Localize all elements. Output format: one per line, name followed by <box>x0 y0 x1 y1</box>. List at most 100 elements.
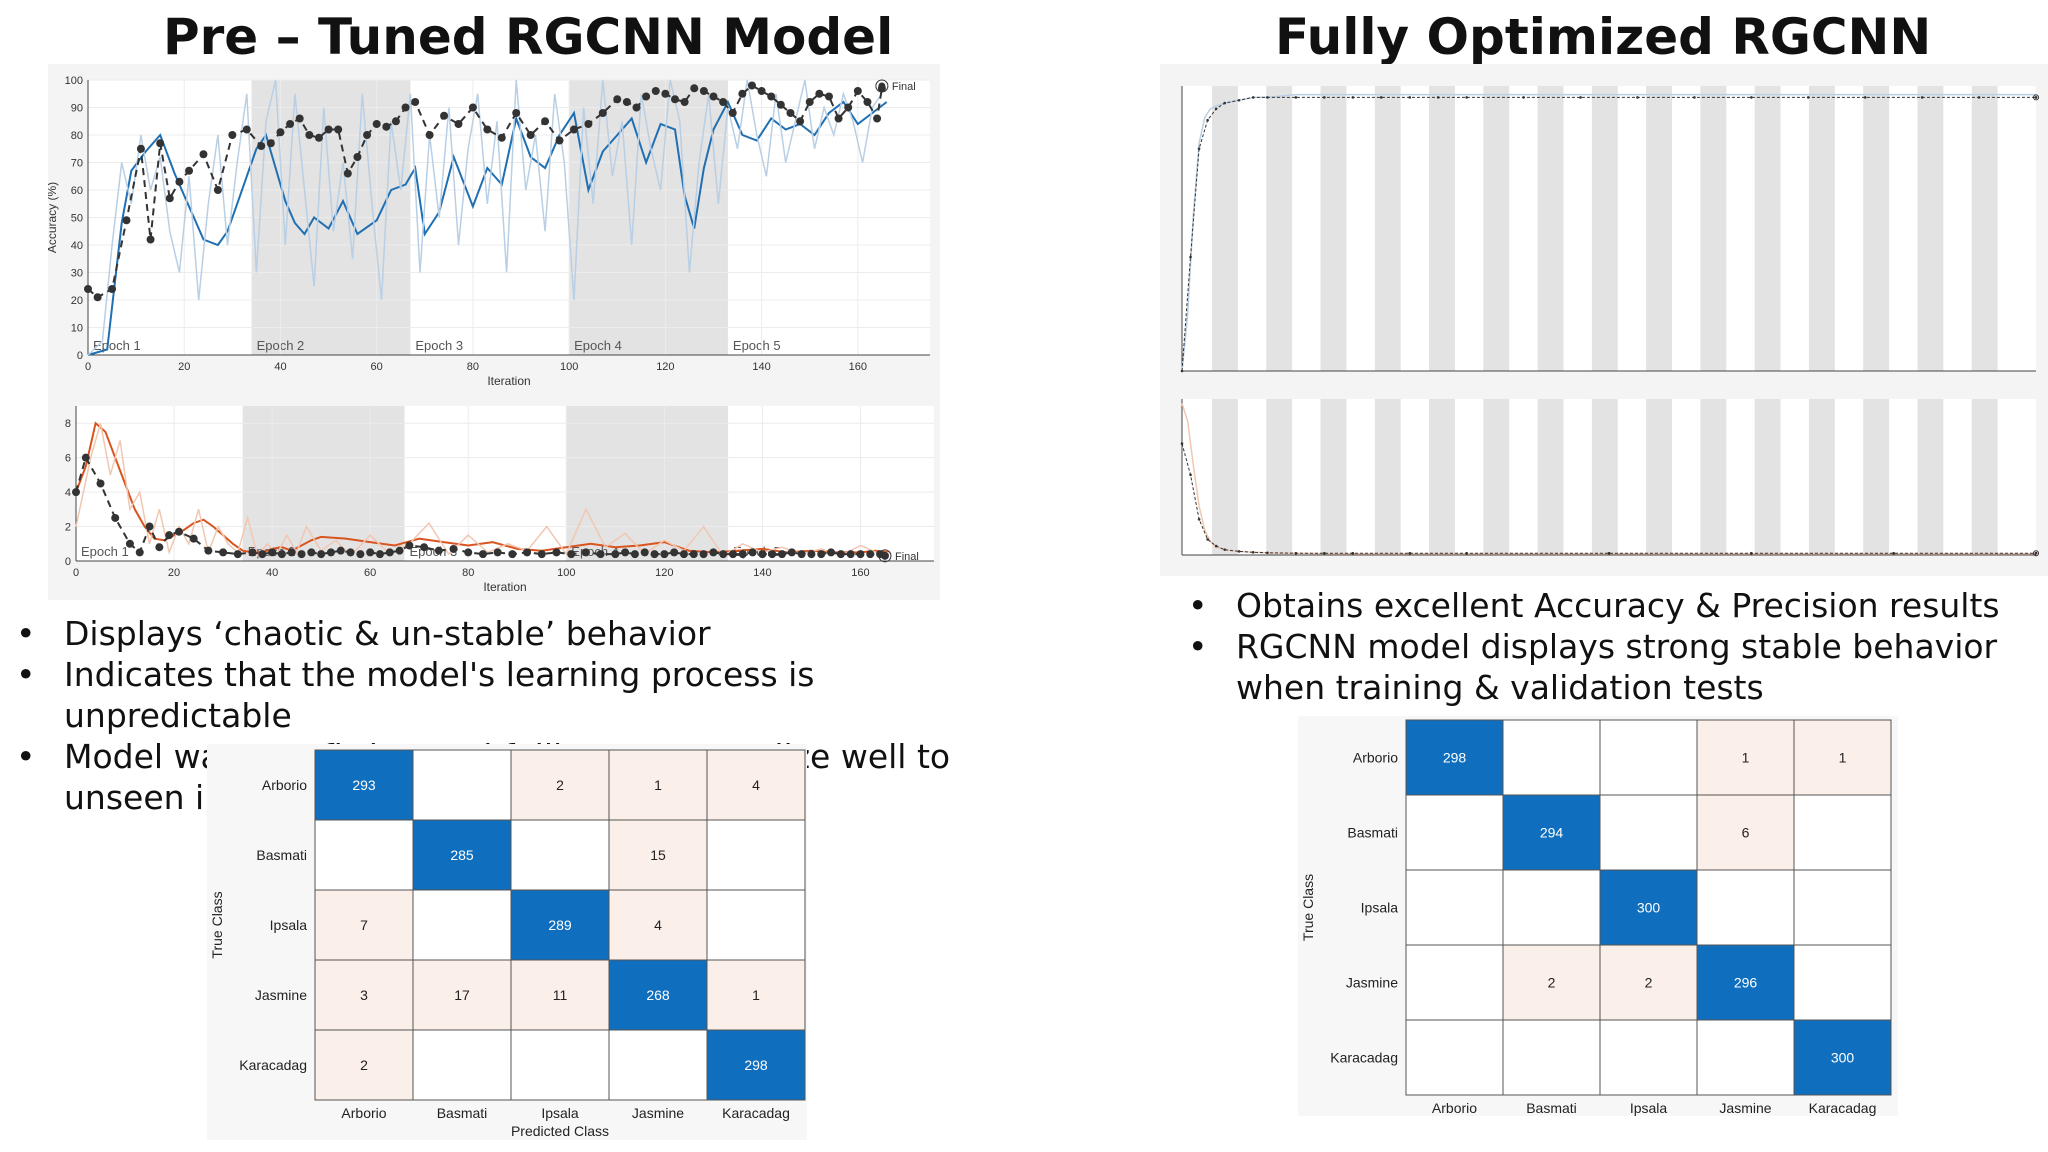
final-label: Final <box>892 81 916 93</box>
row-label: Karacadag <box>239 1057 307 1073</box>
validation-point <box>598 109 607 117</box>
cell-value: 1 <box>752 987 760 1003</box>
epoch-band <box>1917 86 1944 371</box>
cell-value: 300 <box>1831 1050 1855 1066</box>
validation-point <box>478 550 487 559</box>
matrix-cell <box>706 959 806 1031</box>
x-tick-label: 60 <box>364 567 376 579</box>
left-bullet-2: Indicates that the model's learning proc… <box>16 654 976 736</box>
y-axis-label: Accuracy (%) <box>48 182 59 253</box>
epoch-label: Epoch 3 <box>415 338 463 353</box>
validation-point <box>96 479 105 488</box>
validation-point <box>1408 551 1412 555</box>
cell-value: 7 <box>360 917 368 933</box>
x-tick-label: 120 <box>656 361 674 373</box>
matrix-cell <box>1599 719 1698 796</box>
validation-point <box>258 550 267 559</box>
validation-point <box>1189 473 1192 477</box>
series-training <box>87 79 883 356</box>
matrix-cell <box>510 889 610 961</box>
y-tick-label: 4 <box>65 487 71 499</box>
epoch-band <box>1374 399 1401 555</box>
validation-point <box>611 550 620 559</box>
validation-point <box>596 550 605 559</box>
epoch-band <box>1863 86 1890 371</box>
cell-value: 2 <box>1548 975 1556 991</box>
matrix-cell <box>1502 1019 1601 1096</box>
validation-point <box>493 548 502 557</box>
validation-point <box>1636 96 1639 99</box>
validation-point <box>155 543 164 552</box>
x-tick-label: 120 <box>655 567 673 579</box>
epoch-band <box>1971 86 1998 371</box>
left-confusion-matrix: 293 2 1 4 285 15 7 289 4 3 17 11 268 1 2 298 Arborio Arbo… <box>207 744 807 1140</box>
validation-point <box>248 548 257 557</box>
column-label: Ipsala <box>541 1105 579 1121</box>
validation-point <box>136 144 145 153</box>
validation-point <box>670 95 679 104</box>
y-tick-label: 80 <box>71 130 83 142</box>
validation-point <box>343 169 352 178</box>
validation-point <box>1436 96 1440 99</box>
epoch-band <box>1212 399 1238 555</box>
y-tick-label: 2 <box>65 522 71 534</box>
matrix-cell <box>1405 1019 1504 1096</box>
validation-point <box>1197 147 1201 150</box>
y-tick-label: 40 <box>71 240 83 252</box>
matrix-cell <box>314 819 414 891</box>
right-bullet-2: RGCNN model displays strong stable behav… <box>1188 626 2038 708</box>
validation-point <box>305 131 314 139</box>
validation-point <box>395 546 404 555</box>
validation-point <box>454 120 463 128</box>
validation-point <box>1251 96 1255 99</box>
validation-point <box>1180 442 1184 445</box>
left-accuracy-chart: Epoch 1 Epoch 2 Epoch 3 Epoch 4 Epoch 50 20 40… <box>48 75 930 388</box>
series-validation <box>1181 96 2036 372</box>
x-tick-label: 140 <box>752 361 770 373</box>
validation-point <box>228 131 237 139</box>
validation-point <box>440 111 449 120</box>
validation-point <box>185 166 194 175</box>
column-label: Basmati <box>1526 1100 1577 1116</box>
validation-point <box>1892 551 1895 555</box>
validation-point <box>165 194 174 203</box>
right-title: Fully Optimized RGCNN <box>1275 8 1932 66</box>
validation-point <box>567 550 576 559</box>
epoch-band <box>1483 399 1510 555</box>
validation-point <box>650 550 659 559</box>
validation-point <box>108 285 117 293</box>
cell-value: 1 <box>654 777 662 793</box>
validation-point <box>815 89 824 98</box>
validation-point <box>640 548 649 557</box>
epoch-band <box>566 406 729 561</box>
validation-point <box>213 186 222 194</box>
row-label: Ipsala <box>1361 900 1399 916</box>
validation-point <box>346 548 355 557</box>
x-tick-label: 20 <box>168 567 180 579</box>
matrix-cell <box>1696 719 1795 796</box>
right-bullet-list: Obtains excellent Accuracy & Precision r… <box>1188 585 2038 708</box>
validation-point <box>1197 518 1201 521</box>
validation-point <box>405 541 414 550</box>
validation-point <box>233 550 242 559</box>
validation-point <box>866 550 875 559</box>
cell-value: 1 <box>1742 750 1750 766</box>
row-label: Ipsala <box>270 917 308 933</box>
x-tick-label: 140 <box>753 567 771 579</box>
validation-point <box>748 548 757 557</box>
validation-point <box>145 522 154 531</box>
matrix-cell <box>1793 1019 1892 1096</box>
validation-point <box>778 550 787 559</box>
validation-point <box>295 114 304 123</box>
validation-point <box>1750 96 1753 99</box>
validation-point <box>786 109 795 117</box>
validation-point <box>738 550 747 559</box>
validation-point <box>1806 96 1810 99</box>
validation-point <box>111 513 120 522</box>
validation-point <box>219 548 228 557</box>
validation-point <box>1266 551 1269 555</box>
validation-point <box>1237 550 1241 553</box>
column-label: Jasmine <box>632 1105 684 1121</box>
matrix-cell <box>1793 944 1892 1021</box>
epoch-band <box>242 406 405 561</box>
